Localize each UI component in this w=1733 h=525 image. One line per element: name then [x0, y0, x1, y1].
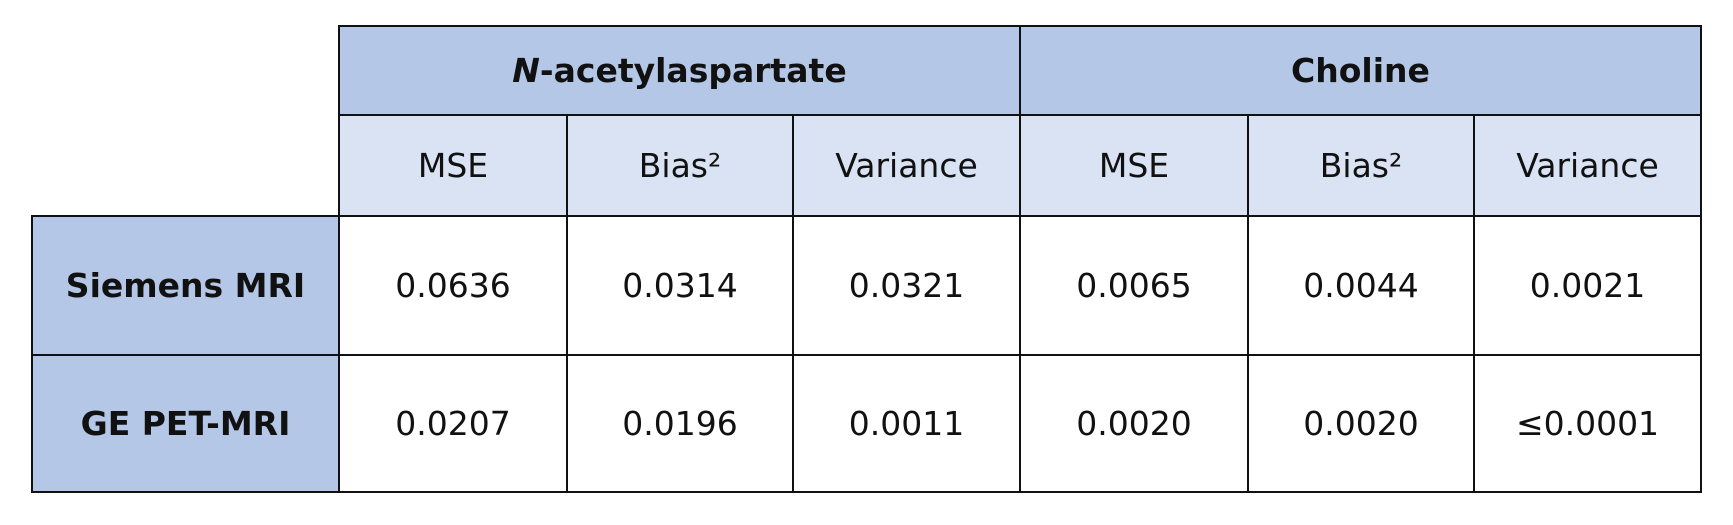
data-cell: 0.0020 — [1019, 354, 1249, 493]
row-header-text: Siemens MRI — [65, 266, 306, 305]
column-header: MSE — [338, 114, 568, 217]
group-header: N -acetylaspartate — [338, 25, 1021, 116]
group-header: Choline — [1019, 25, 1702, 116]
column-header: Variance — [1473, 114, 1702, 217]
data-cell-text: 0.0314 — [622, 266, 738, 305]
data-cell-text: 0.0020 — [1303, 404, 1419, 443]
column-header-text: Variance — [1516, 146, 1659, 185]
data-cell-text: 0.0021 — [1529, 266, 1646, 305]
group-header-italic: N — [512, 51, 540, 90]
data-cell: 0.0196 — [566, 354, 794, 493]
data-cell: 0.0207 — [338, 354, 568, 493]
column-header-text: MSE — [1098, 146, 1170, 185]
data-cell: 0.0044 — [1247, 215, 1475, 356]
column-header-text: Bias² — [638, 146, 722, 185]
column-header-text: Variance — [835, 146, 978, 185]
data-cell-text: 0.0011 — [848, 404, 965, 443]
column-header-text: MSE — [417, 146, 489, 185]
data-cell: ≤0.0001 — [1473, 354, 1702, 493]
data-cell-text: 0.0636 — [395, 266, 511, 305]
data-cell-text: 0.0207 — [395, 404, 511, 443]
column-header: Variance — [792, 114, 1021, 217]
column-header: Bias² — [566, 114, 794, 217]
column-header: MSE — [1019, 114, 1249, 217]
data-cell: 0.0021 — [1473, 215, 1702, 356]
row-header: GE PET-MRI — [31, 354, 340, 493]
group-header-text: Choline — [1291, 51, 1430, 90]
data-cell: 0.0636 — [338, 215, 568, 356]
data-cell-text: 0.0065 — [1076, 266, 1192, 305]
data-cell: 0.0321 — [792, 215, 1021, 356]
data-cell: 0.0065 — [1019, 215, 1249, 356]
data-cell: 0.0314 — [566, 215, 794, 356]
data-cell-text: 0.0321 — [848, 266, 965, 305]
data-cell-text: 0.0044 — [1303, 266, 1419, 305]
data-cell-text: 0.0020 — [1076, 404, 1192, 443]
data-cell-text: 0.0196 — [622, 404, 738, 443]
column-header-text: Bias² — [1319, 146, 1403, 185]
data-cell: 0.0020 — [1247, 354, 1475, 493]
column-header: Bias² — [1247, 114, 1475, 217]
group-header-text: -acetylaspartate — [539, 51, 847, 90]
data-cell: 0.0011 — [792, 354, 1021, 493]
row-header: Siemens MRI — [31, 215, 340, 356]
row-header-text: GE PET-MRI — [80, 404, 291, 443]
data-cell-text: ≤0.0001 — [1515, 404, 1660, 443]
